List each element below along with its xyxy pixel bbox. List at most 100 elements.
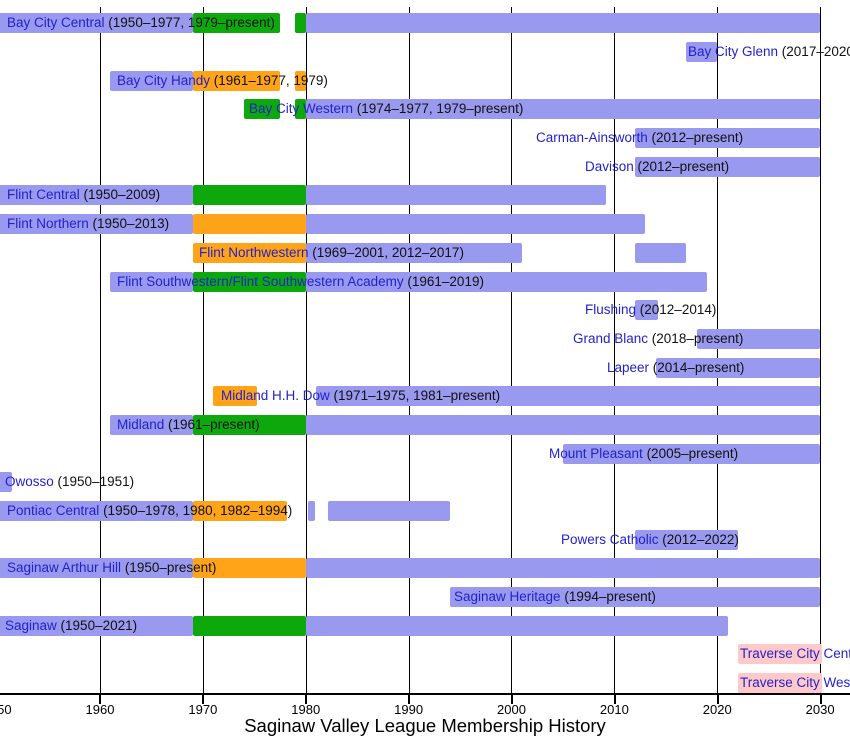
x-tick-label-1970: 1970 [188, 702, 218, 717]
team-dates: (1961–1977, 1979) [210, 72, 328, 88]
team-dates: (1950–2013) [88, 216, 170, 232]
team-dates: (2014–present) [649, 359, 745, 375]
team-label: Mount Pleasant (2005–present) [549, 444, 738, 464]
team-label: Bay City Glenn (2017–2020) [688, 42, 850, 62]
team-name: Flushing [585, 302, 637, 318]
team-dates: (2018–present) [648, 330, 744, 346]
membership-bar [244, 99, 280, 120]
team-name: Carman-Ainsworth [536, 130, 648, 146]
x-tick-2020 [716, 695, 719, 704]
team-name: Owosso [5, 474, 54, 490]
team-dates: (2012–2022) [658, 531, 739, 547]
team-name: Davison [585, 158, 634, 174]
team-label: Traverse City Central [740, 644, 850, 664]
team-label: Carman-Ainsworth (2012–present) [536, 128, 743, 148]
membership-bar [737, 644, 823, 665]
membership-bar [0, 472, 12, 493]
membership-bar [305, 185, 607, 206]
team-dates: (1994–present) [560, 589, 656, 605]
team-dates: (1969–2001, 2012–2017) [308, 244, 464, 260]
x-axis-line [0, 693, 850, 695]
team-label: Flint Northern (1950–2013) [7, 214, 169, 234]
team-dates: (1950–1977, 1979–present) [104, 15, 275, 31]
team-dates: (2017–2020) [781, 43, 850, 59]
team-dates: (1961–present) [164, 416, 260, 432]
x-tick-label-2010: 2010 [599, 702, 629, 717]
x-tick-label-2030: 2030 [805, 702, 835, 717]
team-name: Saginaw Arthur Hill [7, 560, 122, 576]
team-label: Owosso (1950–1951) [5, 472, 134, 492]
membership-bar [305, 99, 821, 120]
team-name: Saginaw Heritage [454, 589, 561, 605]
team-name: Powers Catholic [561, 531, 659, 547]
membership-bar [295, 13, 306, 34]
membership-bar [305, 414, 821, 435]
x-tick-2030 [819, 695, 822, 704]
membership-bar [305, 271, 707, 292]
membership-bar [634, 529, 738, 550]
membership-bar [634, 128, 821, 149]
membership-bar [328, 501, 450, 522]
team-name: Traverse City West [740, 675, 850, 691]
membership-bar [295, 99, 306, 120]
chart-title: Saginaw Valley League Membership History [244, 715, 606, 736]
membership-bar [0, 501, 193, 522]
membership-bar [634, 156, 821, 177]
membership-bar [305, 13, 821, 34]
team-label: Bay City Western (1974–1977, 1979–presen… [249, 99, 523, 119]
team-label: Flint Southwestern/Flint Southwestern Ac… [117, 272, 484, 292]
team-label: Flushing (2012–2014) [585, 300, 716, 320]
team-label: Midland (1961–present) [117, 415, 260, 435]
team-dates: (2005–present) [642, 445, 739, 461]
team-dates: (2012–present) [647, 130, 744, 146]
x-tick-label-2020: 2020 [702, 702, 732, 717]
membership-bar [449, 587, 821, 608]
x-tick-label-1990: 1990 [394, 702, 424, 717]
membership-bar [0, 615, 193, 636]
team-label: Flint Central (1950–2009) [7, 185, 160, 205]
x-tick-1980 [305, 695, 308, 704]
x-gridline-1970 [202, 7, 204, 694]
x-gridline-1980 [305, 7, 307, 694]
membership-bar [686, 41, 718, 62]
x-tick-1990 [408, 695, 411, 704]
membership-bar [305, 242, 522, 263]
membership-bar [110, 414, 193, 435]
membership-bar [192, 615, 306, 636]
team-dates: (2012–present) [633, 158, 730, 174]
membership-bar [213, 386, 258, 407]
team-label: Lapeer (2014–present) [607, 358, 744, 378]
team-name: Grand Blanc [573, 330, 649, 346]
team-name: Flint Southwestern/Flint Southwestern Ac… [117, 273, 404, 289]
team-label: Pontiac Central (1950–1978, 1980, 1982–1… [7, 501, 292, 521]
team-label: Flint Northwestern (1969–2001, 2012–2017… [199, 243, 464, 263]
membership-bar [0, 13, 193, 34]
team-name: Midland [117, 416, 165, 432]
team-dates: (2012–2014) [636, 302, 717, 318]
team-label: Bay City Central (1950–1977, 1979–presen… [7, 13, 275, 33]
membership-bar [0, 558, 193, 579]
membership-bar [192, 214, 306, 235]
x-gridline-2000 [511, 7, 513, 694]
membership-bar [110, 70, 193, 91]
team-name: Bay City Central [7, 15, 105, 31]
team-dates: (1961–2019) [403, 273, 484, 289]
team-name: Bay City Handy [117, 72, 211, 88]
x-tick-2010 [613, 695, 616, 704]
team-dates: (1974–1977, 1979–present) [353, 101, 524, 117]
team-name: Flint Central [7, 187, 80, 203]
membership-bar [192, 70, 280, 91]
x-gridline-1960 [99, 7, 101, 694]
membership-bar [307, 501, 315, 522]
membership-bar [192, 501, 288, 522]
team-label: Saginaw Arthur Hill (1950–present) [7, 558, 216, 578]
team-dates: (1950–present) [121, 560, 217, 576]
membership-bar [305, 214, 646, 235]
x-gridline-2030 [820, 7, 822, 694]
team-dates: (1950–1978, 1980, 1982–1994) [99, 503, 293, 519]
team-label: Saginaw (1950–2021) [5, 616, 137, 636]
membership-bar [655, 357, 821, 378]
x-tick-label-1960: 1960 [85, 702, 115, 717]
x-gridline-2010 [614, 7, 616, 694]
